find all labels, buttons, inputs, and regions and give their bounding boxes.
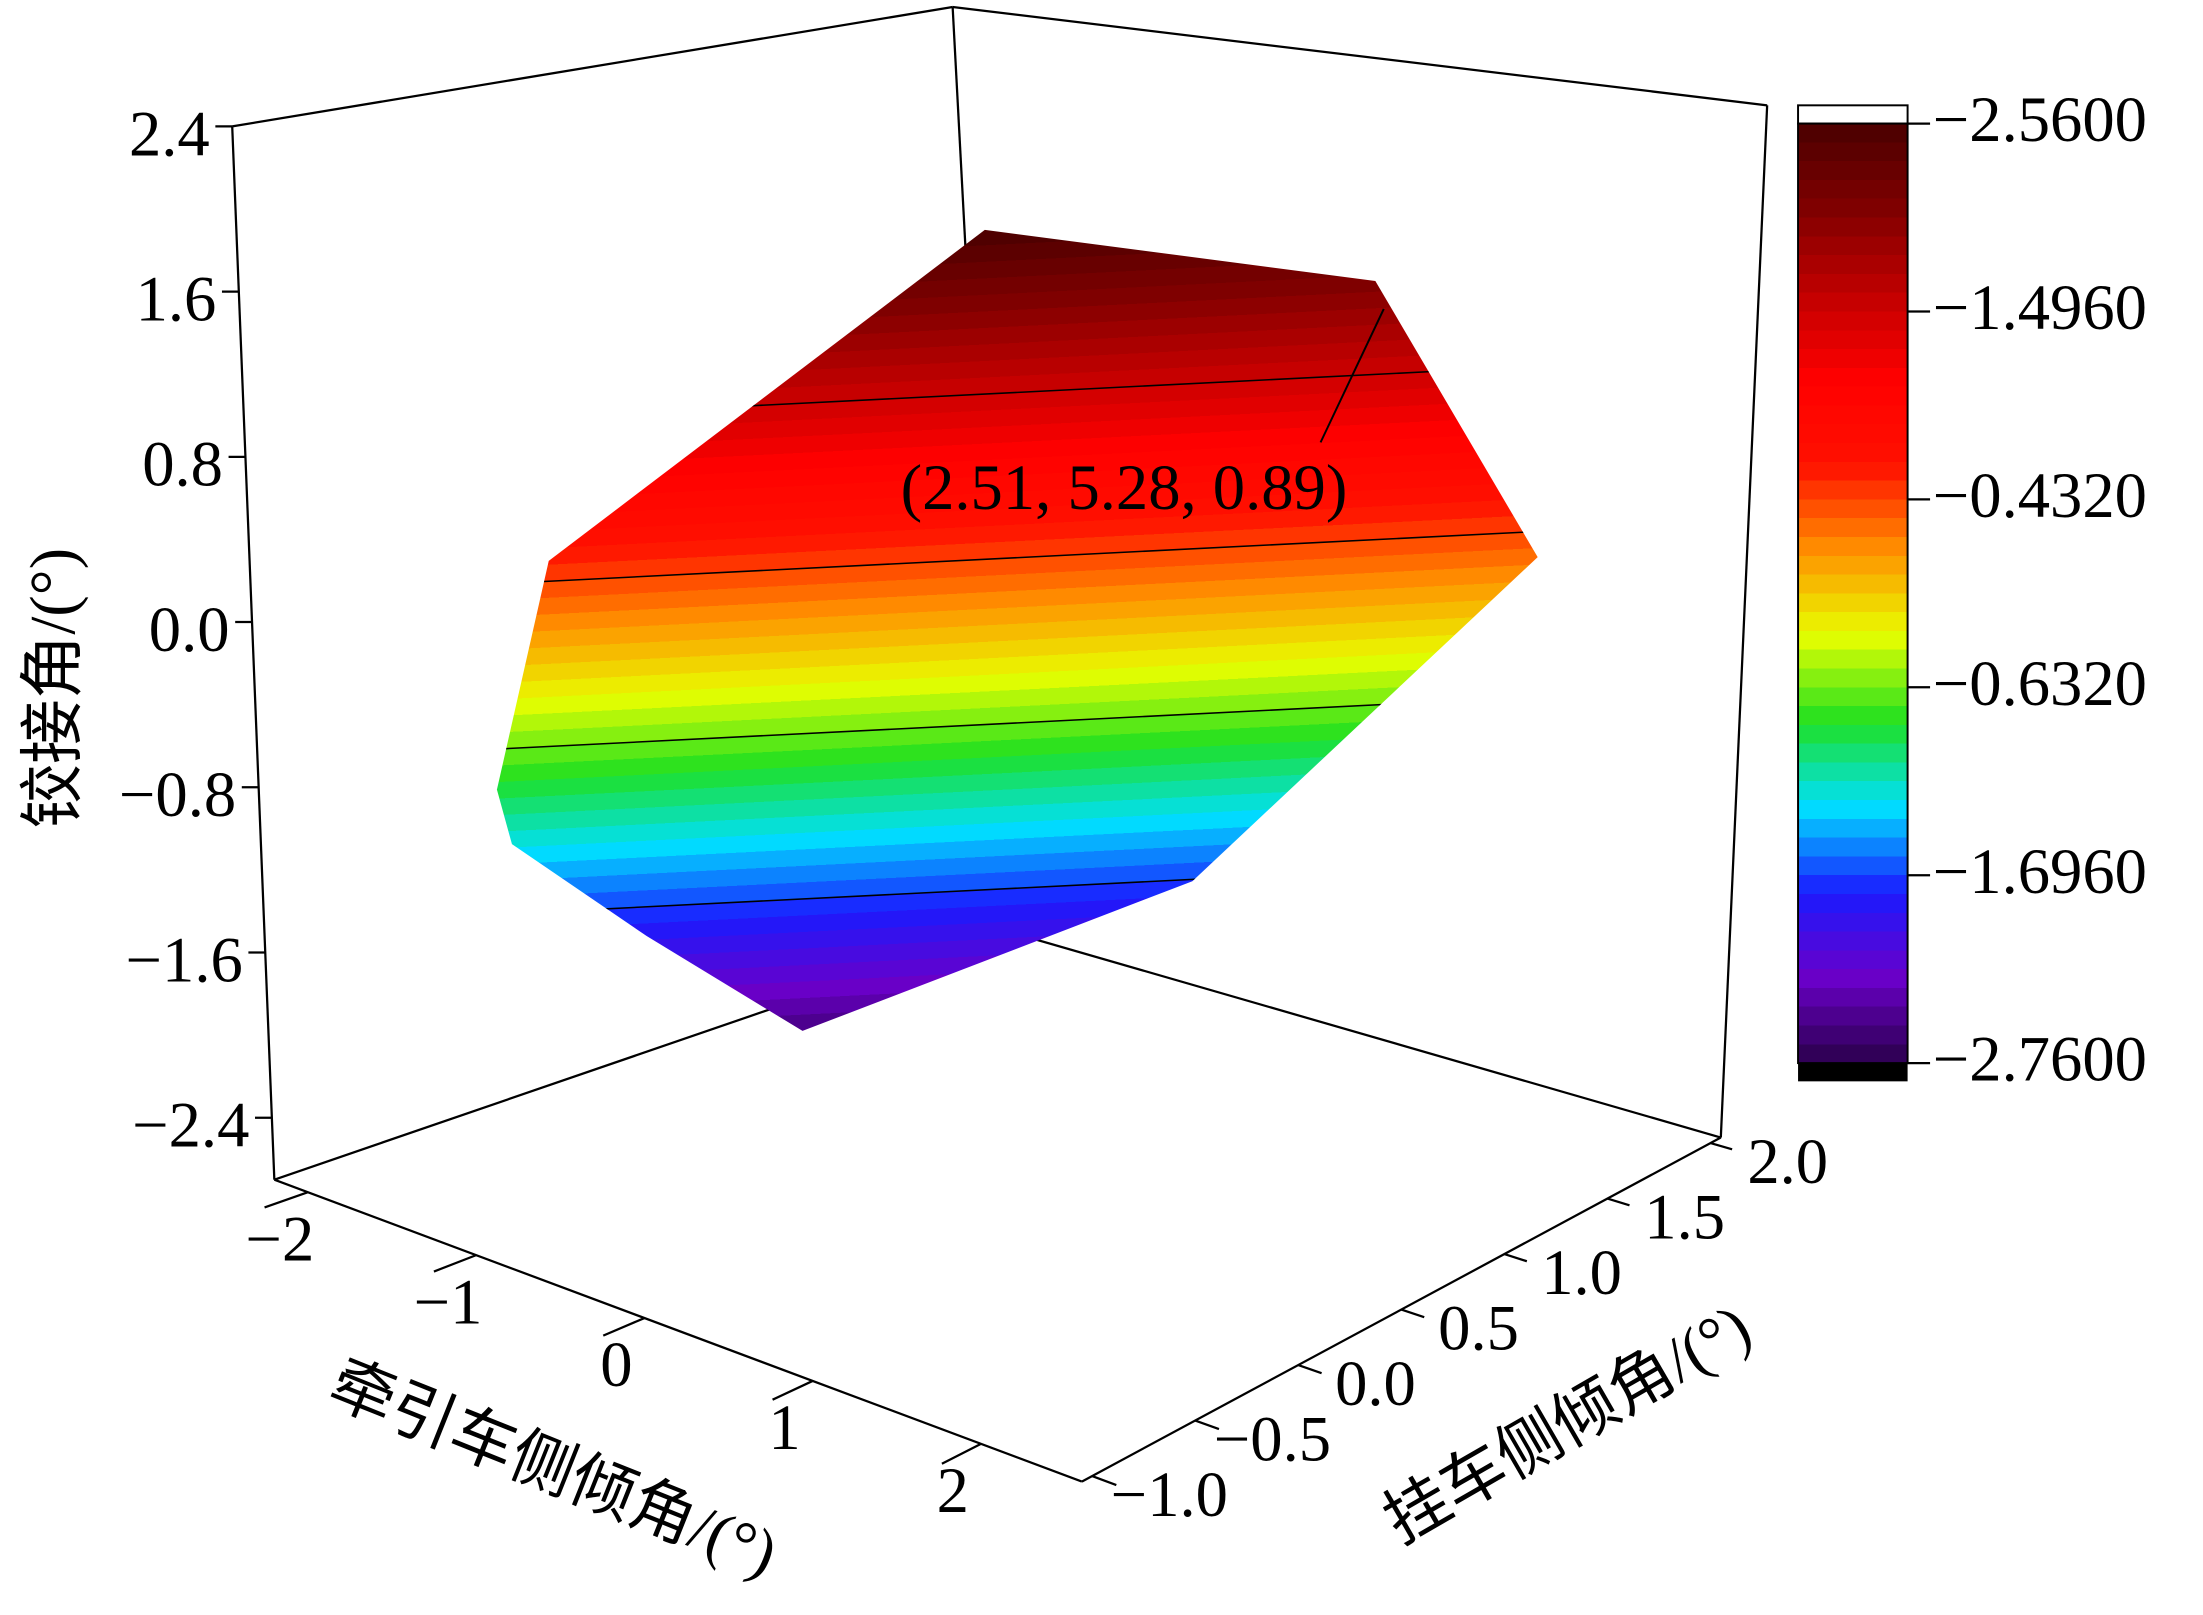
x-tick-label: −1 <box>414 1265 483 1337</box>
z-tick-label: −1.6 <box>126 923 243 995</box>
annotation: (2.51, 5.28, 0.89) <box>901 451 1348 523</box>
x-tick <box>602 1317 645 1337</box>
x-tick <box>772 1379 814 1401</box>
x-tick-label: 0 <box>600 1328 632 1400</box>
colorbar-under-cap <box>1798 1063 1908 1082</box>
colorbar-tick-label: −1.4960 <box>1933 271 2147 343</box>
x-tick <box>264 1191 309 1209</box>
box-edge <box>232 5 953 128</box>
z-tick-label: −0.8 <box>119 758 236 830</box>
contour-line <box>496 257 1538 541</box>
z-tick-label: 0.0 <box>149 593 230 665</box>
colorbar-tick-label: −0.4320 <box>1933 459 2147 531</box>
box-edge <box>1001 928 1722 1139</box>
x-tick <box>433 1254 477 1273</box>
surface-group <box>496 229 1538 1031</box>
y-tick-label: 2.0 <box>1747 1125 1828 1197</box>
y-tick <box>1297 1363 1322 1375</box>
box-edge <box>231 126 276 1180</box>
annotation-leader <box>1319 308 1385 443</box>
contour-line <box>496 751 1538 1031</box>
y-tick <box>1710 1141 1733 1151</box>
y-tick <box>1194 1419 1220 1431</box>
y-tick-label: −1.0 <box>1111 1458 1228 1530</box>
z-tick-label: −2.4 <box>132 1089 249 1161</box>
x-tick <box>941 1442 982 1465</box>
z-axis-title: 铰接角/(°) <box>16 548 88 829</box>
z-tick-label: 1.6 <box>136 262 217 334</box>
y-tick <box>1504 1252 1528 1263</box>
y-tick <box>1607 1197 1630 1207</box>
colorbar-over-cap <box>1797 104 1909 125</box>
contour-line <box>496 421 1538 706</box>
y-axis-title: 挂车侧倾角/(°) <box>1372 1290 1763 1557</box>
z-tick-label: 2.4 <box>129 97 210 169</box>
contour-line <box>496 586 1538 871</box>
colorbar-tick-label: −2.5600 <box>1933 83 2147 155</box>
y-tick-label: 1.0 <box>1541 1236 1622 1308</box>
colorbar-tick-label: −1.6960 <box>1933 835 2147 907</box>
y-tick <box>1400 1308 1425 1319</box>
y-tick-label: 1.5 <box>1644 1181 1725 1253</box>
x-tick-label: −2 <box>246 1202 315 1274</box>
box-edge <box>273 1178 1083 1483</box>
box-edge <box>952 5 1768 107</box>
y-tick-label: 0.0 <box>1335 1347 1416 1419</box>
box-edge <box>1719 105 1769 1138</box>
x-tick-label: 2 <box>937 1454 969 1526</box>
x-axis-title: 牵引车侧倾角/(°) <box>320 1346 787 1589</box>
y-tick <box>1091 1474 1117 1487</box>
colorbar <box>1797 122 1909 1065</box>
surface <box>496 229 1538 1031</box>
y-tick-label: 0.5 <box>1438 1292 1519 1364</box>
colorbar-tick-label: −0.6320 <box>1933 647 2147 719</box>
colorbar-tick-label: −2.7600 <box>1933 1023 2147 1095</box>
z-tick-label: 0.8 <box>142 428 223 500</box>
y-tick-label: −0.5 <box>1214 1403 1331 1475</box>
x-tick-label: 1 <box>768 1391 800 1463</box>
